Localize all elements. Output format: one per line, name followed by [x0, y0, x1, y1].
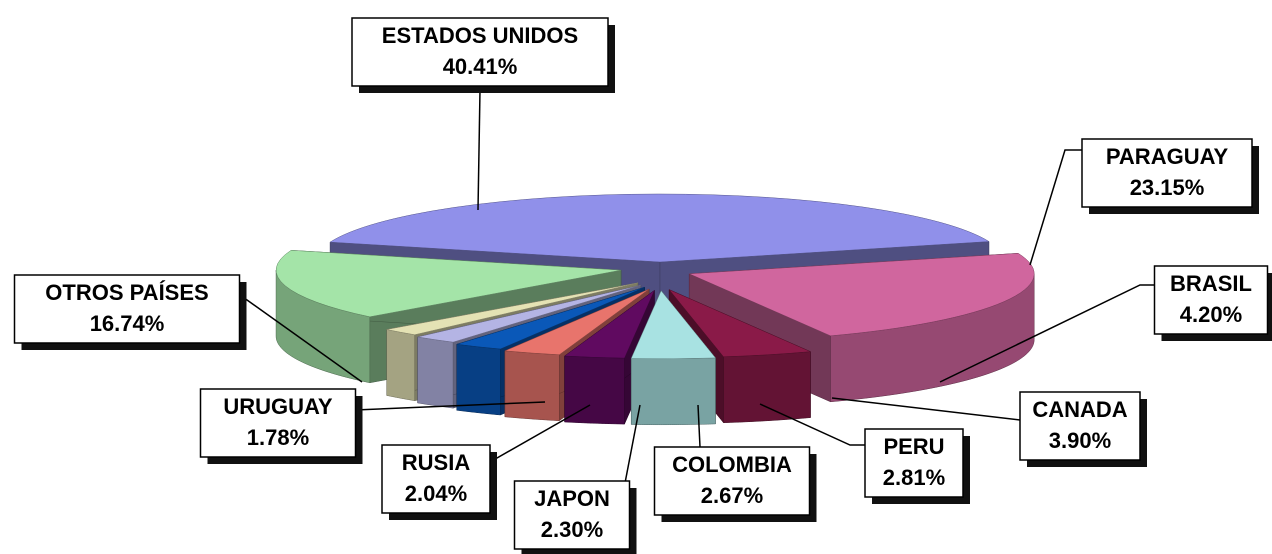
label-category: BRASIL	[1170, 271, 1252, 296]
slice-wall	[417, 336, 454, 409]
leader-line	[239, 294, 363, 383]
slice-top	[417, 284, 641, 343]
label-box	[653, 446, 811, 516]
leader-line	[939, 284, 1155, 383]
label-category: PERU	[883, 434, 944, 459]
label-category: RUSIA	[402, 450, 471, 475]
label-box	[864, 428, 964, 498]
label-value: 2.81%	[883, 465, 945, 490]
slice-top	[630, 290, 717, 360]
label-category: URUGUAY	[223, 394, 333, 419]
label-value: 2.67%	[701, 483, 763, 508]
leader-line	[697, 404, 701, 448]
label-category: CANADA	[1032, 397, 1127, 422]
label-category: COLOMBIA	[672, 452, 792, 477]
leader-line	[624, 404, 641, 484]
label-box	[1081, 138, 1253, 208]
slice-wall	[723, 351, 811, 424]
leader-line	[489, 404, 591, 463]
leader-line	[477, 89, 481, 211]
label-value: 23.15%	[1130, 175, 1205, 200]
label-category: PARAGUAY	[1106, 144, 1229, 169]
pie-slice	[630, 290, 717, 426]
slice-wall	[630, 357, 716, 426]
label-value: 3.90%	[1049, 428, 1111, 453]
slice-wall	[386, 329, 415, 402]
label-value: 16.74%	[90, 311, 165, 336]
label-value: 2.30%	[541, 517, 603, 542]
label-box	[381, 444, 491, 514]
leader-line	[759, 403, 865, 446]
label-value: 2.04%	[405, 481, 467, 506]
label-box	[13, 274, 241, 344]
label-box	[351, 17, 609, 87]
slice-top	[386, 282, 639, 335]
slice-wall	[504, 350, 560, 421]
leader-line	[1029, 149, 1082, 266]
label-box	[1019, 391, 1141, 461]
leader-line	[354, 401, 546, 411]
slice-top	[275, 250, 622, 318]
label-box	[199, 388, 357, 458]
label-box	[1153, 265, 1269, 335]
slice-top	[668, 289, 811, 358]
label-value: 4.20%	[1180, 302, 1242, 327]
slice-top	[456, 286, 645, 350]
label-value: 40.41%	[443, 54, 518, 79]
slice-top	[329, 193, 990, 263]
leader-line	[831, 397, 1021, 421]
label-category: ESTADOS UNIDOS	[382, 23, 578, 48]
label-box	[513, 480, 631, 550]
label-value: 1.78%	[247, 425, 309, 450]
slice-top	[563, 289, 656, 359]
label-category: JAPON	[534, 486, 610, 511]
slice-top	[504, 288, 650, 355]
label-category: OTROS PAÍSES	[45, 280, 208, 305]
slice-top	[689, 253, 1035, 337]
